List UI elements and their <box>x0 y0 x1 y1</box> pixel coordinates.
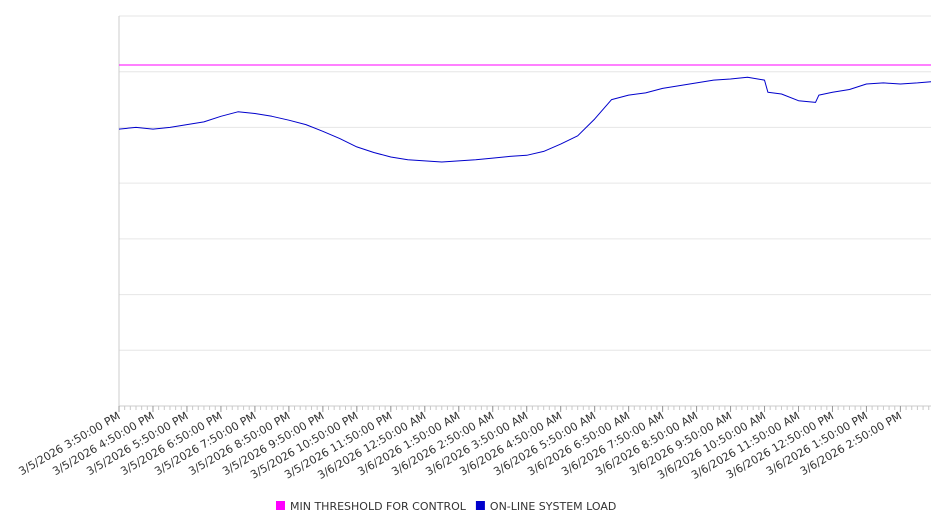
x-ticks: 3/5/2026 3:50:00 PM3/5/2026 4:50:00 PM3/… <box>16 406 930 482</box>
grid <box>119 15 931 407</box>
series-layer <box>118 64 932 163</box>
legend-item[interactable]: MIN THRESHOLD FOR CONTROL <box>276 500 467 513</box>
legend-label: ON-LINE SYSTEM LOAD <box>490 500 616 513</box>
legend-label: MIN THRESHOLD FOR CONTROL <box>290 500 467 513</box>
legend-item[interactable]: ON-LINE SYSTEM LOAD <box>475 500 616 513</box>
series-line-system-load <box>118 76 932 163</box>
legend-swatch <box>475 501 485 510</box>
axes <box>118 16 931 407</box>
legend[interactable]: MIN THRESHOLD FOR CONTROL ON-LINE SYSTEM … <box>276 500 616 513</box>
legend-swatch <box>276 501 285 510</box>
